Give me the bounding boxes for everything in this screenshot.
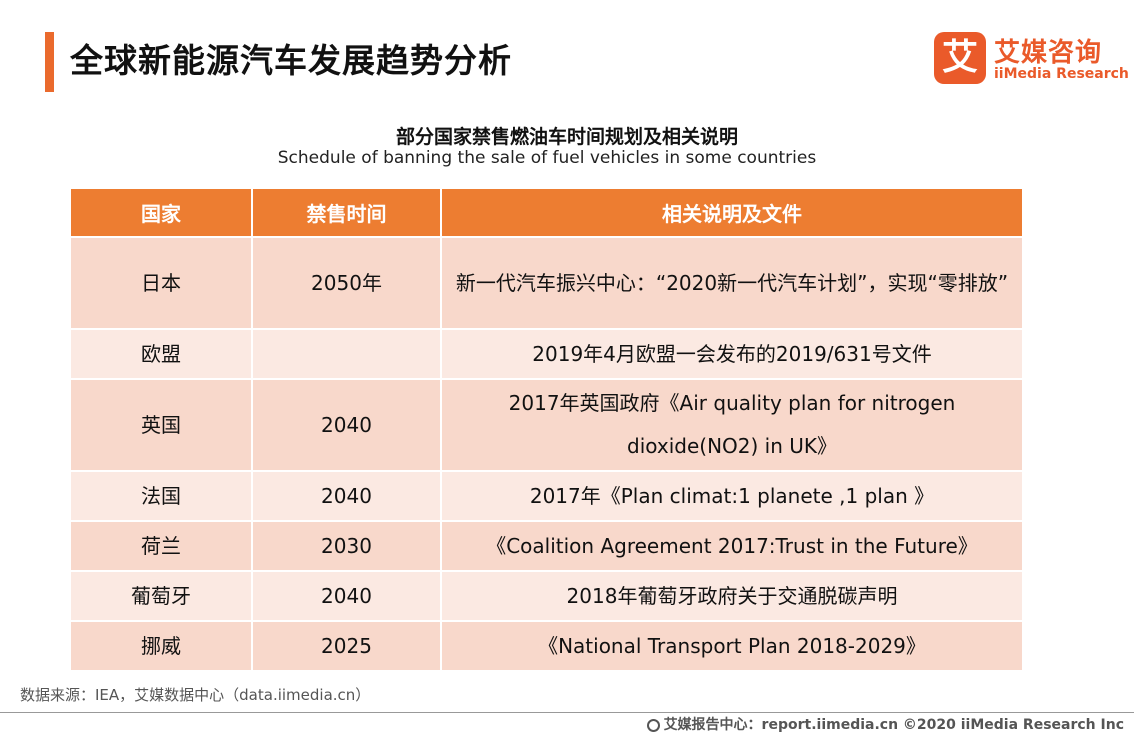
cell-year: 2040 [251,571,441,622]
cell-country: 挪威 [71,621,252,672]
column-header-notes: 相关说明及文件 [440,189,1022,238]
table-row: 英国 2040 2017年英国政府《Air quality plan for n… [71,379,1022,472]
cell-year: 2025 [251,621,441,672]
cell-country: 欧盟 [71,329,252,380]
title-accent-bar [45,32,54,92]
footer-text: 艾媒报告中心：report.iimedia.cn ©2020 iiMedia R… [663,717,1124,733]
table-row: 挪威 2025 《National Transport Plan 2018-20… [71,621,1022,672]
cell-country: 荷兰 [71,521,252,572]
globe-icon [646,719,660,732]
logo-english-name: iiMedia Research [994,66,1129,82]
ban-schedule-table: 国家 禁售时间 相关说明及文件 日本 2050年 新一代汽车振兴中心：“2020… [71,189,1022,672]
cell-year [251,329,441,380]
cell-note: 2017年《Plan climat:1 planete ,1 plan 》 [440,471,1022,522]
page-title: 全球新能源汽车发展趋势分析 [70,41,512,80]
cell-country: 英国 [71,379,252,472]
cell-country: 葡萄牙 [71,571,252,622]
logo-mark-icon: 艾 [934,32,986,84]
table-subtitle: Schedule of banning the sale of fuel veh… [277,148,817,168]
footer-divider [0,712,1134,713]
brand-logo: 艾 艾媒咨询 iiMedia Research [934,32,1129,88]
cell-year: 2040 [251,471,441,522]
table-row: 葡萄牙 2040 2018年葡萄牙政府关于交通脱碳声明 [71,571,1022,622]
table-row: 日本 2050年 新一代汽车振兴中心：“2020新一代汽车计划”，实现“零排放” [71,237,1022,330]
table-header-row: 国家 禁售时间 相关说明及文件 [71,189,1022,238]
cell-year: 2030 [251,521,441,572]
table-title: 部分国家禁售燃油车时间规划及相关说明 [395,126,738,148]
cell-country: 日本 [71,237,252,330]
column-header-ban-year: 禁售时间 [251,189,441,238]
table-row: 荷兰 2030 《Coalition Agreement 2017:Trust … [71,521,1022,572]
footer: 艾媒报告中心：report.iimedia.cn ©2020 iiMedia R… [646,714,1124,734]
cell-note: 《National Transport Plan 2018-2029》 [440,621,1022,672]
cell-note: 2019年4月欧盟一会发布的2019/631号文件 [440,329,1022,380]
cell-year: 2050年 [251,237,441,330]
data-source-note: 数据来源：IEA，艾媒数据中心（data.iimedia.cn） [20,686,371,704]
cell-note: 《Coalition Agreement 2017:Trust in the F… [440,521,1022,572]
cell-country: 法国 [71,471,252,522]
table-row: 法国 2040 2017年《Plan climat:1 planete ,1 p… [71,471,1022,522]
column-header-country: 国家 [71,189,252,238]
logo-chinese-name: 艾媒咨询 [994,38,1103,68]
table-row: 欧盟 2019年4月欧盟一会发布的2019/631号文件 [71,329,1022,380]
cell-note: 2018年葡萄牙政府关于交通脱碳声明 [440,571,1022,622]
cell-year: 2040 [251,379,441,472]
cell-note: 新一代汽车振兴中心：“2020新一代汽车计划”，实现“零排放” [440,237,1022,330]
cell-note: 2017年英国政府《Air quality plan for nitrogen … [440,379,1022,472]
